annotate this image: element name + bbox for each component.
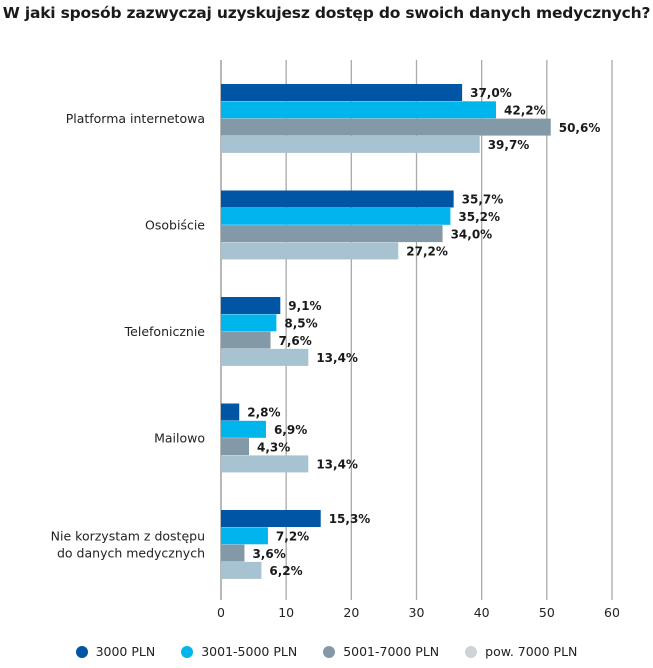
legend-item: 5001-7000 PLN (323, 644, 439, 659)
legend-label: 5001-7000 PLN (343, 644, 440, 659)
data-label: 6,2% (269, 564, 302, 578)
legend: 3000 PLN 3001-5000 PLN 5001-7000 PLN pow. 7… (0, 644, 653, 659)
bar (221, 527, 268, 545)
bar (221, 331, 271, 349)
data-label: 39,7% (488, 138, 530, 152)
value-labels: 37,0% 42,2% 50,6% 39,7% 35,7% 35,2% 34,0%27,2%… (247, 86, 600, 578)
chart-title: W jaki sposób zazwyczaj uzyskujesz dostę… (2, 4, 651, 22)
data-label: 2,8% (247, 406, 280, 420)
x-tick-label: 0 (217, 605, 225, 620)
legend-dot-icon (465, 645, 478, 658)
legend-label: 3000 PLN (95, 644, 156, 659)
x-tick-label: 60 (604, 605, 620, 620)
bar (221, 455, 309, 473)
category-label: Osobiście (145, 218, 205, 233)
legend-item: 3000 PLN (75, 644, 156, 659)
data-label: 3,6% (252, 547, 285, 561)
x-tick-label: 30 (409, 605, 425, 620)
data-label: 7,6% (279, 334, 312, 348)
legend-label: 3001-5000 PLN (201, 644, 298, 659)
bar-chart: 37,0% 42,2% 50,6% 39,7% 35,7% 35,2% 34,0%27,2%… (51, 60, 620, 620)
data-label: 37,0% (470, 86, 512, 100)
bar (221, 314, 277, 332)
data-label: 35,7% (462, 193, 504, 207)
category-label: Nie korzystam z dostępu (51, 529, 205, 544)
bar (221, 190, 454, 208)
data-label: 15,3% (329, 512, 371, 526)
x-tick-label: 10 (278, 605, 294, 620)
legend-dot-icon (75, 645, 88, 658)
bar (221, 438, 250, 456)
legend-dot-icon (181, 645, 194, 658)
data-label: 6,9% (274, 423, 307, 437)
legend-label: pow. 7000 PLN (485, 644, 578, 659)
data-label: 13,4% (316, 351, 358, 365)
bar (221, 135, 480, 153)
data-label: 42,2% (504, 103, 546, 117)
bar (221, 118, 551, 136)
legend-dot-icon (323, 645, 336, 658)
bars (221, 84, 551, 579)
data-label: 7,2% (276, 529, 309, 543)
bar (221, 348, 309, 366)
category-label: do danych medycznych (57, 546, 205, 561)
category-label: Mailowo (154, 431, 205, 446)
bar (221, 101, 497, 119)
data-label: 34,0% (451, 227, 493, 241)
bar (221, 242, 399, 260)
x-tick-label: 40 (474, 605, 490, 620)
x-axis-ticks: 0 10 20 30 40 50 60 (217, 605, 620, 620)
legend-item: pow. 7000 PLN (465, 644, 577, 659)
bar (221, 225, 443, 243)
data-label: 4,3% (257, 440, 290, 454)
x-tick-label: 50 (539, 605, 555, 620)
category-labels: Platforma internetowa Osobiście Telefonicz… (51, 111, 206, 560)
bar (221, 510, 321, 527)
data-label: 9,1% (288, 299, 321, 313)
bar (221, 420, 266, 438)
bar (221, 84, 463, 101)
legend-item: 3001-5000 PLN (181, 644, 297, 659)
category-label: Telefonicznie (124, 324, 206, 339)
data-label: 13,4% (316, 458, 358, 472)
bar (221, 297, 281, 314)
x-tick-label: 20 (343, 605, 359, 620)
category-label: Platforma internetowa (66, 111, 205, 126)
bar (221, 561, 262, 579)
data-label: 35,2% (458, 210, 500, 224)
bar (221, 207, 451, 225)
data-label: 8,5% (284, 316, 317, 330)
data-label: 27,2% (406, 245, 448, 259)
bar (221, 544, 245, 562)
bar (221, 403, 240, 421)
data-label: 50,6% (559, 121, 601, 135)
